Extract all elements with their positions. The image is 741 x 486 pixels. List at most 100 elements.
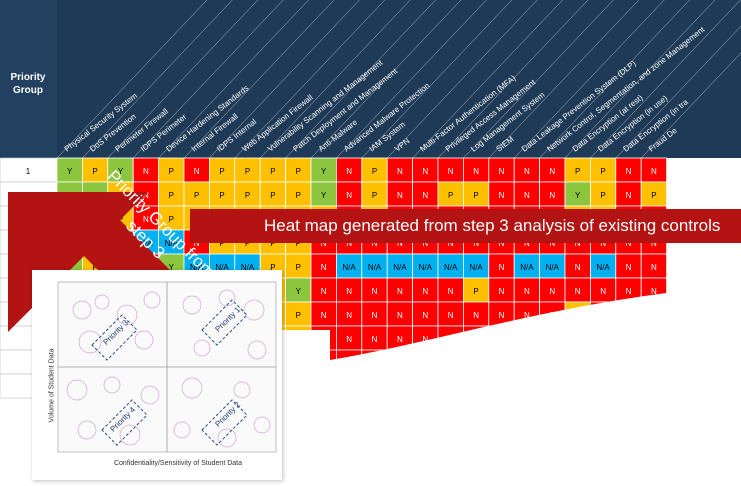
heat-cell-label: N/A bbox=[393, 263, 407, 272]
heat-cell bbox=[285, 301, 312, 327]
heat-cell-label: P bbox=[219, 191, 224, 200]
heat-cell bbox=[564, 277, 591, 303]
inset-x-axis-label: Confidentiality/Sensitivity of Student D… bbox=[113, 460, 242, 467]
heat-cell-label: N/A bbox=[190, 263, 204, 272]
heat-cell-label: N bbox=[626, 287, 632, 296]
heat-cell-label: N bbox=[499, 287, 505, 296]
heat-cell bbox=[361, 157, 388, 183]
heat-cell-label: P bbox=[296, 167, 301, 176]
heat-cell-label: N bbox=[321, 287, 327, 296]
heat-cell bbox=[564, 181, 591, 207]
heat-cell-label: N bbox=[321, 263, 327, 272]
heat-cell-label: N bbox=[549, 191, 555, 200]
heat-cell bbox=[386, 181, 414, 207]
heat-cell-label: N bbox=[422, 335, 428, 344]
heat-cell-label: N bbox=[499, 311, 505, 320]
heat-cell-label: N bbox=[143, 215, 149, 224]
heat-cell bbox=[437, 253, 464, 279]
heat-cell-label: N bbox=[524, 191, 530, 200]
heat-cell bbox=[158, 229, 185, 255]
heat-cell-label: N bbox=[524, 167, 530, 176]
heat-cell-label: N/A bbox=[165, 239, 179, 248]
heat-cell bbox=[361, 253, 388, 279]
heat-cell-label: N bbox=[397, 167, 403, 176]
heat-cell-label: P bbox=[270, 239, 275, 248]
heat-cell bbox=[335, 157, 363, 183]
heat-cell-label: N bbox=[473, 311, 479, 320]
heat-cell-label: N bbox=[473, 239, 479, 248]
heat-cell bbox=[386, 253, 414, 279]
heat-cell bbox=[564, 157, 591, 183]
heat-cell-label: N bbox=[372, 239, 378, 248]
column-divider bbox=[387, 0, 538, 159]
heat-cell bbox=[590, 253, 617, 279]
heat-cell bbox=[386, 277, 414, 303]
column-divider bbox=[285, 0, 436, 159]
heat-cell-label: P bbox=[92, 167, 97, 176]
heat-cell-label: N bbox=[194, 167, 200, 176]
heat-cell-label: N bbox=[651, 167, 657, 176]
heat-cell-label: N bbox=[499, 167, 505, 176]
heat-cell-label: P bbox=[245, 191, 250, 200]
heat-cell-label: N/A bbox=[546, 263, 560, 272]
heat-cell-label: N bbox=[651, 287, 657, 296]
heat-cell-label: P bbox=[448, 191, 453, 200]
heat-cell-label: N bbox=[397, 191, 403, 200]
heat-cell bbox=[539, 277, 566, 303]
priority-value: 1 bbox=[26, 167, 31, 176]
heat-cell bbox=[310, 157, 337, 183]
heat-cell-label: N bbox=[524, 239, 530, 248]
heat-cell-label: N/A bbox=[444, 263, 458, 272]
column-divider bbox=[82, 0, 233, 159]
heat-cell-label: N bbox=[626, 191, 632, 200]
heat-cell-label: P bbox=[270, 263, 275, 272]
heat-cell-label: P bbox=[245, 167, 250, 176]
heat-cell-label: P bbox=[575, 167, 580, 176]
heat-cell-label: N bbox=[448, 287, 454, 296]
heat-cell-label: P bbox=[92, 263, 97, 272]
heat-cell-label: N bbox=[524, 311, 530, 320]
column-divider bbox=[514, 0, 665, 159]
heat-cell bbox=[590, 277, 617, 303]
heat-cell-label: P bbox=[245, 239, 250, 248]
heat-cell-label: N bbox=[321, 239, 327, 248]
heat-cell bbox=[564, 253, 591, 279]
column-divider bbox=[590, 0, 741, 159]
heat-cell-label: N bbox=[499, 239, 505, 248]
column-divider bbox=[463, 0, 614, 159]
heat-cell-label: N bbox=[143, 167, 149, 176]
heat-cell-label: P bbox=[219, 167, 224, 176]
heat-cell bbox=[412, 301, 439, 327]
column-divider bbox=[183, 0, 335, 159]
heat-cell-label: N bbox=[626, 167, 632, 176]
heat-cell-label: N bbox=[397, 239, 403, 248]
heat-cell bbox=[513, 253, 541, 279]
heat-cell-label: N/A bbox=[368, 263, 382, 272]
heat-cell-label: P bbox=[296, 191, 301, 200]
heat-cell bbox=[437, 181, 464, 207]
heat-cell-label: N bbox=[448, 239, 454, 248]
heat-cell-label: N bbox=[600, 239, 606, 248]
column-divider bbox=[133, 0, 284, 159]
heat-cell-label: N bbox=[499, 191, 505, 200]
heat-cell bbox=[285, 253, 312, 279]
heat-cell-label: N bbox=[422, 311, 428, 320]
heat-cell-label: N/A bbox=[215, 263, 229, 272]
column-divider bbox=[641, 52, 741, 159]
column-divider bbox=[539, 0, 690, 159]
heat-cell bbox=[310, 181, 337, 207]
column-divider bbox=[488, 0, 639, 159]
heat-cell-label: N bbox=[499, 263, 505, 272]
heat-cell bbox=[412, 277, 439, 303]
heat-cell bbox=[259, 181, 287, 207]
heat-cell-label: P bbox=[600, 191, 605, 200]
heat-cell-label: N bbox=[575, 287, 581, 296]
heat-cell-label: N bbox=[372, 311, 378, 320]
heat-cell-label: N bbox=[651, 263, 657, 272]
heat-cell-label: N bbox=[346, 167, 352, 176]
heat-cell-label: N/A bbox=[469, 263, 483, 272]
bubble-cluster bbox=[66, 289, 271, 448]
column-divider bbox=[234, 0, 385, 159]
inset-y-axis-label: Volume of Student Data bbox=[48, 348, 56, 423]
